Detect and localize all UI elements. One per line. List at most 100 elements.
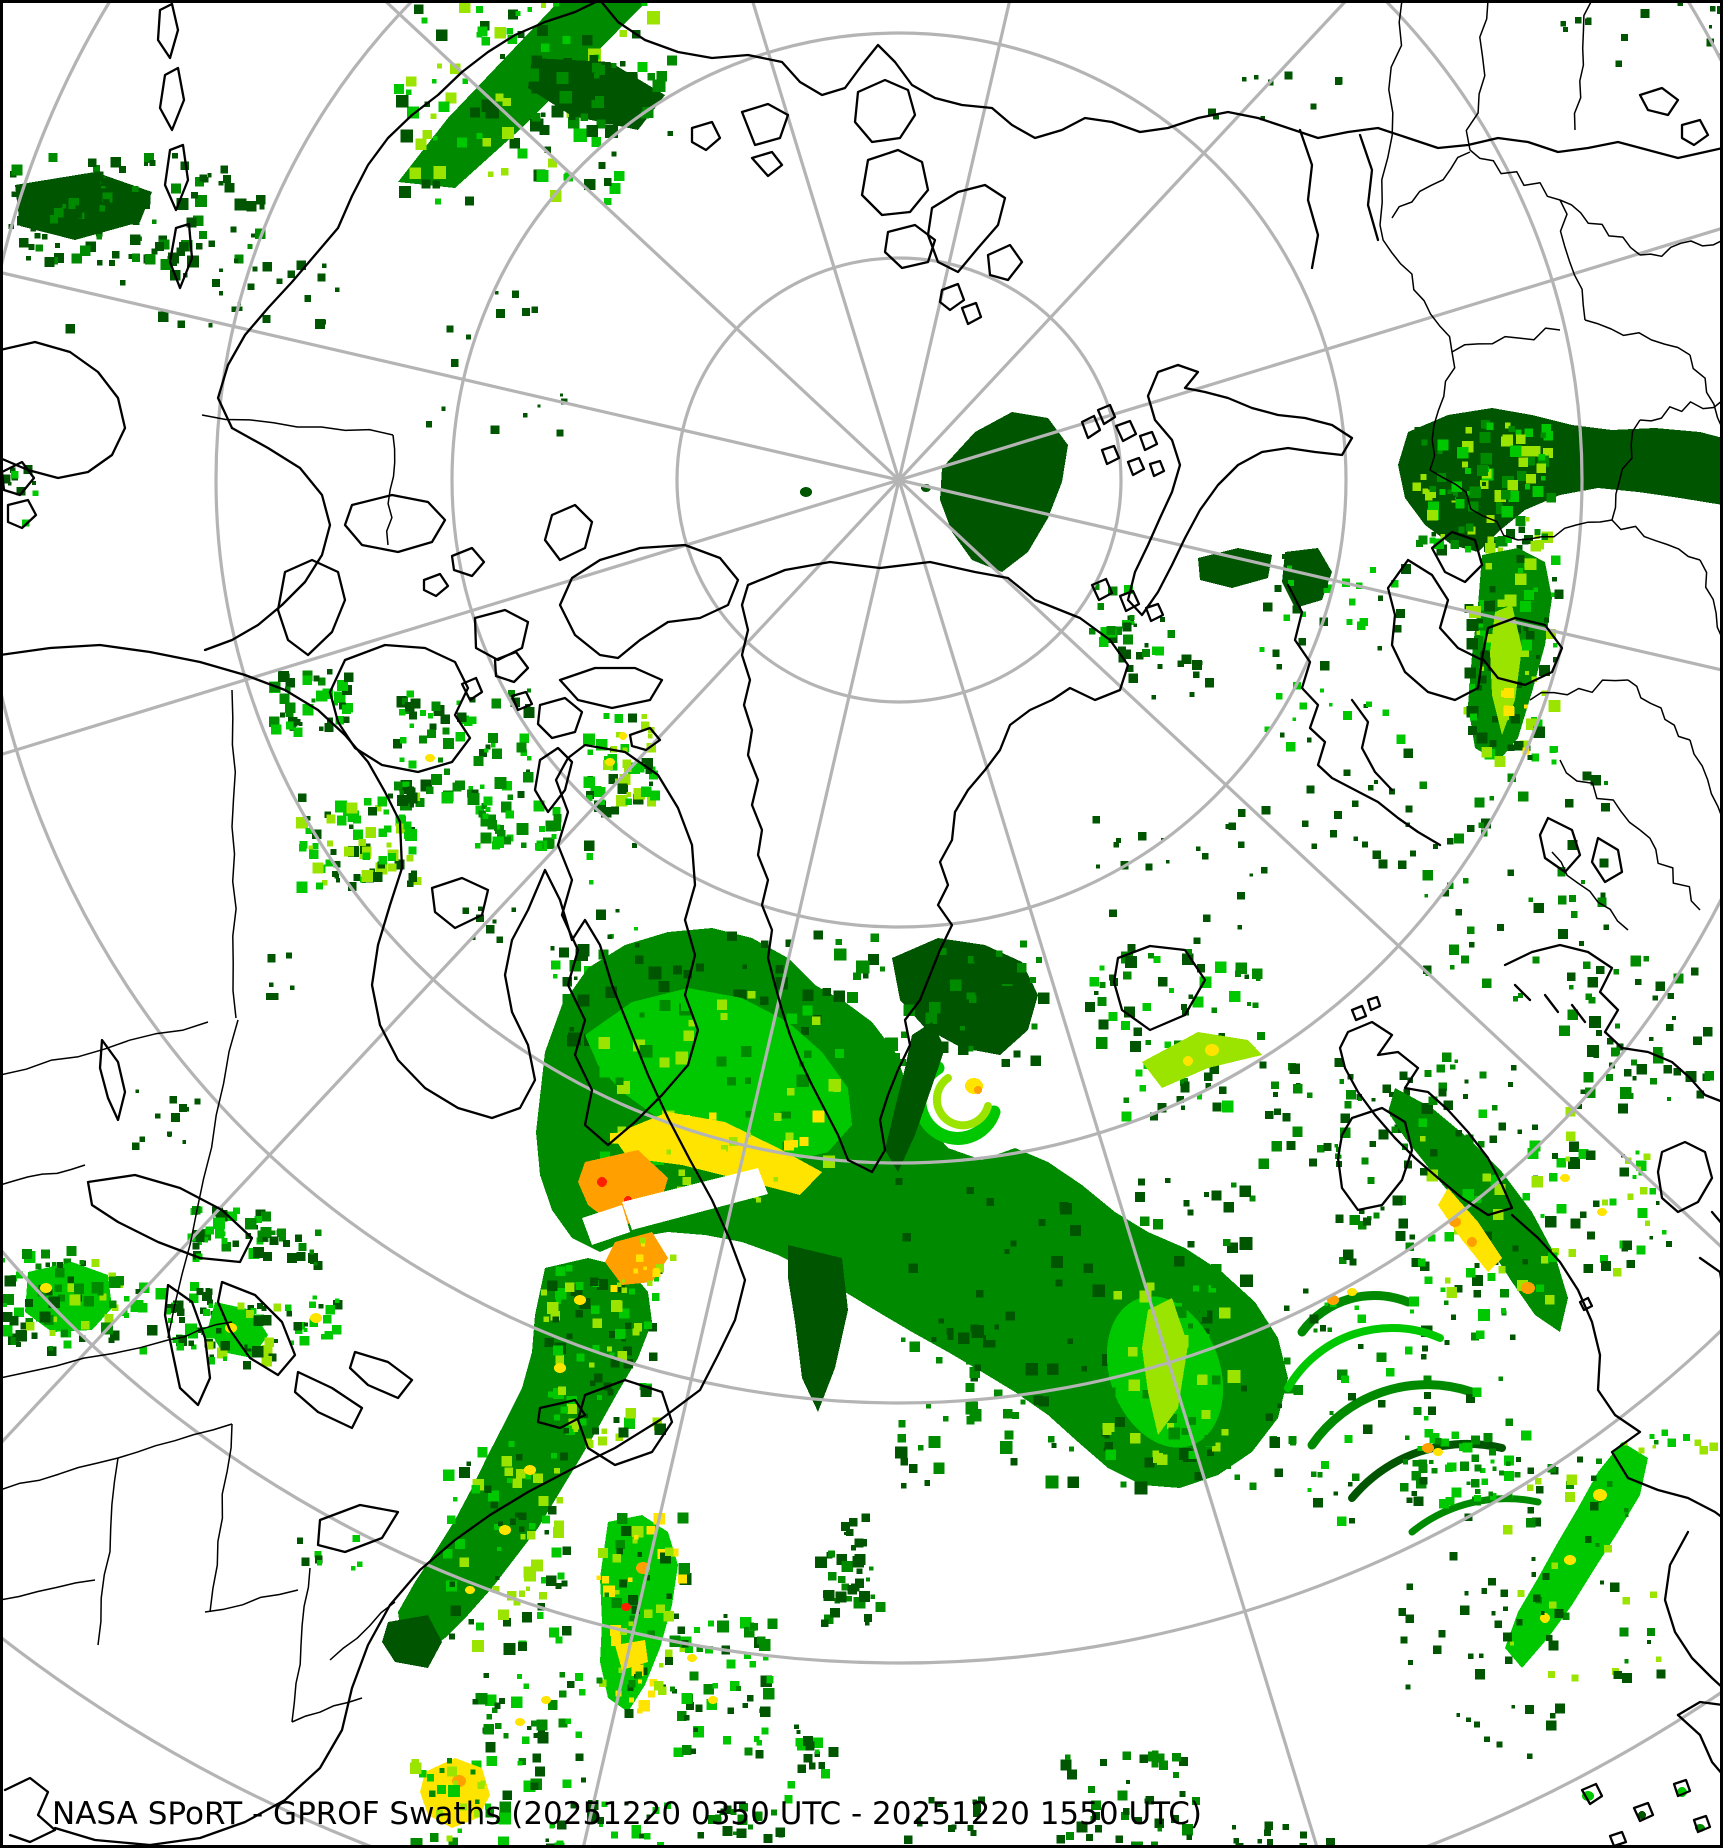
precip-pixel	[1196, 964, 1206, 973]
precip-pixel	[1649, 1236, 1653, 1240]
precip-pixel	[1121, 649, 1131, 659]
precip-pixel	[1441, 1052, 1452, 1062]
precip-pixel	[950, 979, 962, 991]
coastline	[1366, 995, 1382, 1012]
precip-pixel	[1306, 737, 1312, 743]
precip-pixel	[353, 873, 361, 881]
precip-pixel	[759, 1706, 771, 1717]
precip-pixel	[1514, 573, 1527, 585]
precip-pixel	[1070, 1225, 1082, 1237]
precip-pixel	[1421, 455, 1433, 466]
precip-pixel	[1655, 1201, 1660, 1205]
precip-pixel	[648, 781, 654, 786]
precip-pixel	[559, 393, 563, 397]
precip-pixel	[1264, 1821, 1273, 1831]
precip-pixel	[495, 1576, 500, 1581]
precip-pixel	[783, 1140, 794, 1151]
precip-cell	[465, 1586, 475, 1594]
precip-pixel	[205, 1288, 211, 1293]
precip-pixel	[591, 1305, 600, 1315]
latitude-circle	[0, 0, 1723, 1405]
precip-pixel	[653, 1276, 660, 1282]
precip-pixel	[1012, 1411, 1019, 1419]
precip-pixel	[1424, 1070, 1432, 1077]
precip-pixel	[976, 1290, 984, 1298]
precip-pixel	[498, 1609, 509, 1621]
precip-pixel	[649, 1352, 658, 1361]
precip-pixel	[525, 1586, 531, 1591]
precip-pixel	[775, 965, 784, 974]
precip-pixel	[205, 1327, 217, 1339]
precip-pixel	[439, 1768, 445, 1774]
precip-pixel	[1102, 1386, 1108, 1392]
precip-pixel	[459, 1467, 470, 1479]
precip-pixel	[495, 93, 504, 102]
precip-pixel	[833, 990, 845, 1002]
precip-pixel	[1520, 601, 1532, 613]
precip-pixel	[1690, 967, 1699, 976]
precip-pixel	[144, 253, 156, 265]
precip-pixel	[1010, 1457, 1018, 1466]
coastline	[348, 1350, 414, 1400]
precip-pixel	[509, 138, 520, 149]
precip-pixel	[455, 1539, 466, 1549]
precip-pixel	[472, 1640, 484, 1652]
precip-pixel	[567, 1681, 575, 1689]
precip-pixel	[1329, 1411, 1334, 1416]
precip-pixel	[558, 1718, 568, 1728]
precip-pixel	[1661, 1429, 1668, 1437]
precip-pixel	[1649, 1434, 1655, 1439]
precip-pixel	[75, 205, 81, 210]
precip-pixel	[1181, 1008, 1190, 1016]
precip-pixel	[62, 197, 72, 206]
precip-pixel	[705, 1645, 713, 1654]
precip-pixel	[1418, 510, 1424, 516]
precip-pixel	[1065, 1831, 1074, 1840]
precip-pixel	[11, 164, 23, 176]
precip-pixel	[947, 1333, 954, 1340]
precip-pixel	[1474, 439, 1482, 447]
precip-pixel	[1590, 1501, 1599, 1511]
precip-pixel	[322, 880, 328, 886]
precip-pixel	[450, 1605, 462, 1617]
precip-pixel	[437, 1784, 446, 1794]
precip-pixel	[184, 1107, 189, 1112]
precip-pixel	[542, 837, 555, 849]
precip-pixel	[595, 909, 606, 920]
precip-pixel	[1362, 1424, 1373, 1434]
precip-pixel	[748, 1824, 753, 1830]
precip-pixel	[481, 803, 488, 809]
precip-pixel	[315, 882, 324, 890]
precip-pixel	[438, 101, 450, 113]
precip-pixel	[230, 226, 237, 233]
precip-pixel	[802, 989, 814, 1001]
precip-pixel	[836, 1554, 848, 1565]
coastline	[1138, 430, 1159, 452]
precip-pixel	[333, 691, 346, 703]
precip-pixel	[143, 152, 154, 163]
precip-pixel	[644, 1833, 651, 1840]
precip-pixel	[1358, 1343, 1364, 1350]
precip-pixel	[480, 816, 491, 827]
precip-pixel	[1377, 1399, 1386, 1408]
precip-pixel	[1486, 422, 1494, 431]
precip-pixel	[697, 1831, 704, 1839]
precip-pixel	[403, 821, 412, 830]
precip-pixel	[1462, 1188, 1475, 1201]
precip-pixel	[1169, 988, 1174, 993]
precip-pixel	[132, 1299, 144, 1311]
precip-pixel	[1454, 1059, 1458, 1063]
precip-pixel	[167, 1318, 174, 1324]
precip-pixel	[707, 1815, 717, 1824]
coastline	[750, 150, 784, 178]
precip-pixel	[1271, 1081, 1279, 1090]
precip-pixel	[1505, 1418, 1514, 1426]
precip-pixel	[480, 21, 490, 31]
latitude-circle	[214, 0, 1584, 1165]
precip-pixel	[285, 709, 294, 717]
precip-pixel	[1094, 991, 1099, 996]
precip-pixel	[1399, 1071, 1408, 1080]
precip-pixel	[1565, 799, 1574, 808]
precip-pixel	[589, 1277, 599, 1287]
